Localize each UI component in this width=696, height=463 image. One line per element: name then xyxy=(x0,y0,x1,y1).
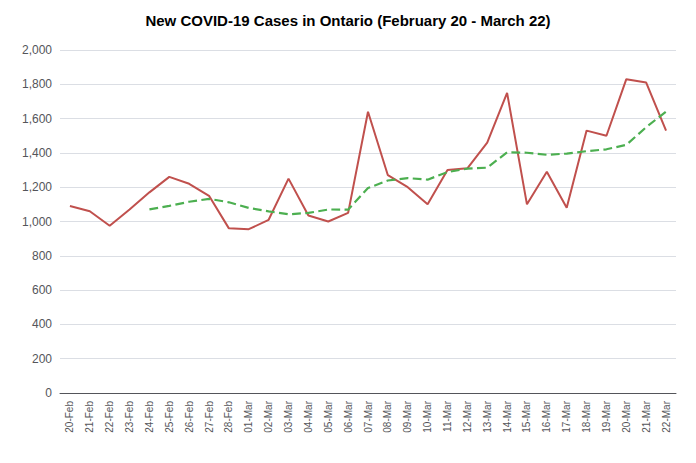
svg-text:1,400: 1,400 xyxy=(22,146,52,160)
svg-text:18-Mar: 18-Mar xyxy=(581,400,592,432)
svg-text:27-Feb: 27-Feb xyxy=(204,401,215,433)
svg-text:22-Feb: 22-Feb xyxy=(104,401,115,433)
svg-text:21-Mar: 21-Mar xyxy=(641,400,652,432)
svg-text:23-Feb: 23-Feb xyxy=(124,401,135,433)
svg-text:10-Mar: 10-Mar xyxy=(422,400,433,432)
svg-text:02-Mar: 02-Mar xyxy=(263,400,274,432)
svg-text:26-Feb: 26-Feb xyxy=(184,401,195,433)
svg-text:13-Mar: 13-Mar xyxy=(482,400,493,432)
svg-text:09-Mar: 09-Mar xyxy=(402,400,413,432)
svg-text:24-Feb: 24-Feb xyxy=(144,401,155,433)
svg-text:21-Feb: 21-Feb xyxy=(84,401,95,433)
svg-text:22-Mar: 22-Mar xyxy=(661,400,672,432)
svg-text:12-Mar: 12-Mar xyxy=(462,400,473,432)
svg-text:1,600: 1,600 xyxy=(22,112,52,126)
svg-text:1,000: 1,000 xyxy=(22,215,52,229)
svg-text:28-Feb: 28-Feb xyxy=(223,401,234,433)
svg-text:15-Mar: 15-Mar xyxy=(521,400,532,432)
svg-text:11-Mar: 11-Mar xyxy=(442,400,453,432)
svg-text:07-Mar: 07-Mar xyxy=(363,400,374,432)
svg-text:600: 600 xyxy=(32,283,52,297)
svg-text:200: 200 xyxy=(32,352,52,366)
svg-text:06-Mar: 06-Mar xyxy=(343,400,354,432)
svg-text:17-Mar: 17-Mar xyxy=(561,400,572,432)
svg-text:1,800: 1,800 xyxy=(22,77,52,91)
svg-text:800: 800 xyxy=(32,249,52,263)
svg-text:01-Mar: 01-Mar xyxy=(243,400,254,432)
svg-text:1,200: 1,200 xyxy=(22,180,52,194)
svg-text:20-Feb: 20-Feb xyxy=(64,401,75,433)
svg-text:19-Mar: 19-Mar xyxy=(601,400,612,432)
svg-text:04-Mar: 04-Mar xyxy=(303,400,314,432)
svg-text:0: 0 xyxy=(45,386,52,400)
svg-text:400: 400 xyxy=(32,317,52,331)
svg-text:16-Mar: 16-Mar xyxy=(541,400,552,432)
svg-text:05-Mar: 05-Mar xyxy=(323,400,334,432)
svg-text:20-Mar: 20-Mar xyxy=(621,400,632,432)
svg-text:New COVID-19 Cases in Ontario: New COVID-19 Cases in Ontario (February … xyxy=(145,12,550,29)
svg-text:2,000: 2,000 xyxy=(22,43,52,57)
svg-text:25-Feb: 25-Feb xyxy=(164,401,175,433)
svg-text:03-Mar: 03-Mar xyxy=(283,400,294,432)
svg-text:08-Mar: 08-Mar xyxy=(382,400,393,432)
svg-text:14-Mar: 14-Mar xyxy=(502,400,513,432)
